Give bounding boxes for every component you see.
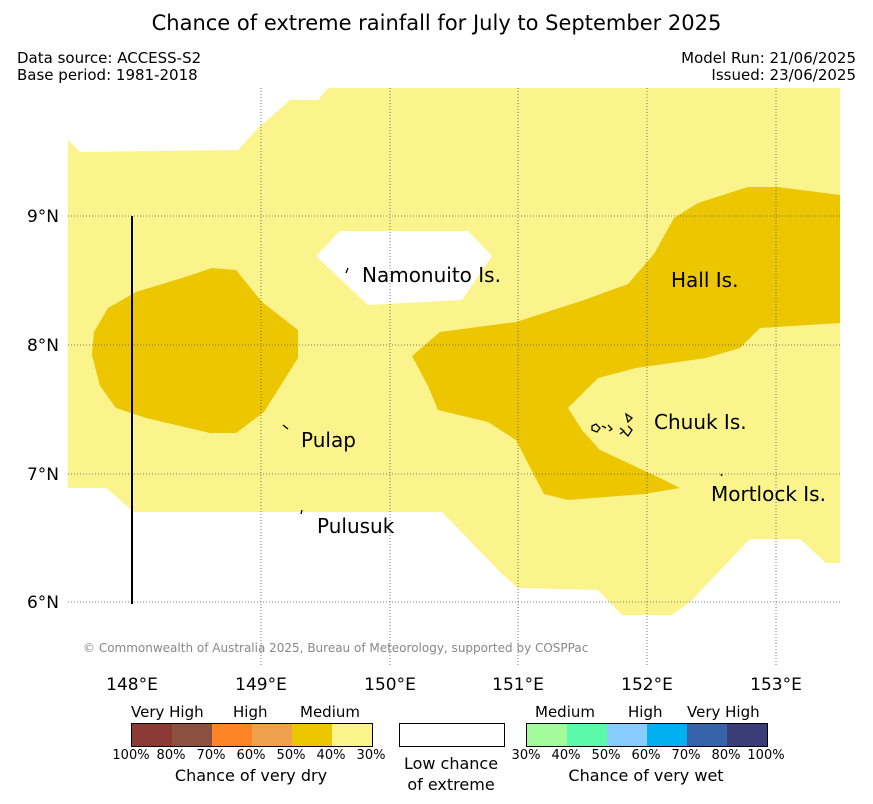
meta-left: Data source: ACCESS-S2 Base period: 1981… [17, 50, 201, 84]
low-chance-swatch [399, 723, 505, 747]
wet-tick: 80% [711, 748, 741, 763]
dry-swatch-2 [172, 724, 212, 746]
wet-high-label: High [628, 703, 663, 721]
dry-swatch-4 [252, 724, 292, 746]
wet-caption: Chance of very wet [568, 766, 724, 785]
meta-right: Model Run: 21/06/2025 Issued: 23/06/2025 [681, 50, 856, 84]
dry-tick: 40% [316, 748, 346, 763]
data-source: Data source: ACCESS-S2 [17, 49, 202, 67]
dry-tick: 80% [156, 748, 186, 763]
medium-dry-region-west [92, 268, 298, 433]
medium-dry-region-east [412, 187, 840, 500]
dry-tick: 50% [276, 748, 306, 763]
namonuito-marker [345, 267, 349, 274]
dry-very-high-label: Very High [131, 703, 204, 721]
low-chance-region [316, 231, 492, 305]
label-hall: Hall Is. [671, 268, 738, 292]
dry-high-label: High [233, 703, 268, 721]
chuuk-islands-marker [591, 412, 634, 438]
wet-swatch-4 [647, 724, 687, 746]
wet-swatch-2 [567, 724, 607, 746]
low-chance-caption-line1: Low chance [403, 754, 499, 773]
gridlines [68, 88, 840, 665]
low-chance-caption: Low chance of extreme [391, 753, 511, 795]
wet-tick: 50% [591, 748, 621, 763]
lon-149e: 149°E [235, 675, 287, 695]
wet-swatch-1 [527, 724, 567, 746]
dry-swatch-3 [212, 724, 252, 746]
chart-title: Chance of extreme rainfall for July to S… [151, 11, 722, 35]
wet-ticks: 30% 40% 50% 60% 70% 80% 100% [512, 748, 785, 764]
base-period: Base period: 1981-2018 [17, 66, 198, 84]
wet-tick: 40% [551, 748, 581, 763]
wet-tick: 60% [631, 748, 661, 763]
label-chuuk: Chuuk Is. [654, 410, 747, 434]
lon-152e: 152°E [621, 675, 673, 695]
mortlock-marker [720, 473, 723, 477]
dry-ticks: 100% 80% 70% 60% 50% 40% 30% [112, 748, 385, 764]
lon-148e: 148°E [106, 675, 158, 695]
wet-swatch-5 [687, 724, 727, 746]
label-mortlock: Mortlock Is. [711, 482, 826, 506]
pulap-marker [282, 424, 289, 430]
lon-151e: 151°E [492, 675, 544, 695]
dry-swatch-5 [292, 724, 332, 746]
lat-labels: 9°N 8°N 7°N 6°N [27, 207, 59, 613]
lon-150e: 150°E [364, 675, 416, 695]
lat-9n: 9°N [27, 207, 59, 227]
wet-swatch-3 [607, 724, 647, 746]
dry-medium-label: Medium [300, 703, 360, 721]
low-chance-caption-line2: of extreme [407, 775, 495, 794]
copyright-notice: © Commonwealth of Australia 2025, Bureau… [83, 641, 588, 655]
dry-tick: 60% [236, 748, 266, 763]
island-markers [282, 267, 723, 515]
dry-tick: 100% [112, 748, 150, 763]
label-pulap: Pulap [301, 428, 356, 452]
pulusuk-marker [300, 509, 303, 515]
wet-medium-label: Medium [535, 703, 595, 721]
wet-tick: 30% [511, 748, 541, 763]
label-pulusuk: Pulusuk [317, 514, 395, 538]
dry-tick: 70% [196, 748, 226, 763]
lat-8n: 8°N [27, 336, 59, 356]
wet-very-high-label: Very High [687, 703, 760, 721]
wet-swatch-6 [727, 724, 767, 746]
model-run: Model Run: 21/06/2025 [681, 49, 856, 67]
dry-swatch-1 [132, 724, 172, 746]
wet-colorbar [526, 723, 768, 747]
dry-tick: 30% [356, 748, 386, 763]
dry-colorbar [131, 723, 373, 747]
wet-tick: 70% [671, 748, 701, 763]
lat-7n: 7°N [27, 465, 59, 485]
issued-date: Issued: 23/06/2025 [711, 66, 856, 84]
label-namonuito: Namonuito Is. [362, 263, 501, 287]
lat-6n: 6°N [27, 593, 59, 613]
dry-swatch-6 [332, 724, 372, 746]
place-labels: Namonuito Is. Hall Is. Pulap Chuuk Is. M… [301, 263, 826, 538]
wet-tick: 100% [747, 748, 785, 763]
dry-caption: Chance of very dry [174, 766, 328, 785]
lon-labels: 148°E 149°E 150°E 151°E 152°E 153°E [106, 675, 802, 695]
lon-153e: 153°E [750, 675, 802, 695]
